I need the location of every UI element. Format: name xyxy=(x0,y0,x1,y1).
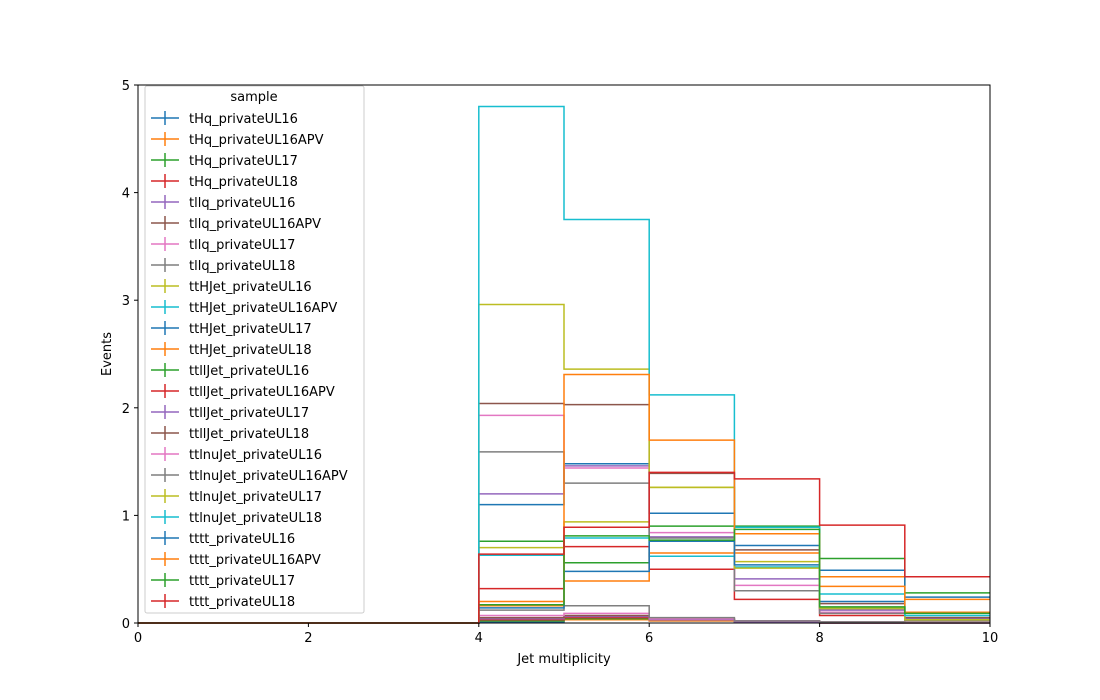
y-tick-label: 1 xyxy=(122,509,130,524)
legend-label: tttt_privateUL16APV xyxy=(189,553,321,568)
legend-item: ttHJet_privateUL17 xyxy=(151,321,312,337)
legend-item: tttt_privateUL16APV xyxy=(151,552,321,568)
legend-items: tHq_privateUL16 tHq_privateUL16APV tHq_pri… xyxy=(151,111,348,610)
legend-label: ttHJet_privateUL16 xyxy=(189,280,312,295)
x-tick-label: 10 xyxy=(982,631,999,646)
y-axis-label: Events xyxy=(100,332,115,376)
plot-frame xyxy=(137,84,991,624)
x-tick-label: 8 xyxy=(815,631,823,646)
legend-item: tllq_privateUL17 xyxy=(151,237,295,253)
legend-label: tttt_privateUL17 xyxy=(189,574,295,589)
legend-label: tHq_privateUL17 xyxy=(189,154,298,169)
legend-label: ttHJet_privateUL16APV xyxy=(189,301,337,316)
legend-item: ttHJet_privateUL18 xyxy=(151,342,312,358)
y-tick-label: 0 xyxy=(122,617,130,632)
legend-item: ttlnuJet_privateUL18 xyxy=(151,510,322,526)
legend-label: ttlnuJet_privateUL16APV xyxy=(189,469,348,484)
x-tick-label: 2 xyxy=(304,631,312,646)
legend-label: ttHJet_privateUL17 xyxy=(189,322,312,337)
y-tick-label: 5 xyxy=(122,79,130,94)
legend-item: ttllJet_privateUL17 xyxy=(151,405,309,421)
legend-label: tHq_privateUL16 xyxy=(189,112,298,127)
legend-label: tHq_privateUL16APV xyxy=(189,133,324,148)
legend-label: tttt_privateUL16 xyxy=(189,532,295,547)
legend-item: tHq_privateUL16 xyxy=(151,111,298,127)
legend-item: tttt_privateUL16 xyxy=(151,531,295,547)
legend-label: ttHJet_privateUL18 xyxy=(189,343,312,358)
legend-item: tttt_privateUL17 xyxy=(151,573,295,589)
legend-item: ttHJet_privateUL16 xyxy=(151,279,312,295)
y-tick-label: 3 xyxy=(122,294,130,309)
x-axis: 0 2 4 6 8 10 xyxy=(134,623,998,646)
legend-label: ttlnuJet_privateUL18 xyxy=(189,511,322,526)
legend-label: tHq_privateUL18 xyxy=(189,175,298,190)
legend-title: sample xyxy=(230,90,277,105)
legend-label: tllq_privateUL16APV xyxy=(189,217,321,232)
legend-item: ttllJet_privateUL16APV xyxy=(151,384,335,400)
legend-item: ttlnuJet_privateUL17 xyxy=(151,489,322,505)
legend-item: tttt_privateUL18 xyxy=(151,594,295,610)
legend-item: tllq_privateUL18 xyxy=(151,258,295,274)
legend-label: ttlnuJet_privateUL17 xyxy=(189,490,322,505)
legend-label: tttt_privateUL18 xyxy=(189,595,295,610)
legend-item: tHq_privateUL18 xyxy=(151,174,298,190)
x-tick-label: 0 xyxy=(134,631,142,646)
legend-item: ttlnuJet_privateUL16APV xyxy=(151,468,348,484)
legend-item: ttHJet_privateUL16APV xyxy=(151,300,337,316)
legend-label: tllq_privateUL17 xyxy=(189,238,295,253)
legend-label: tllq_privateUL18 xyxy=(189,259,295,274)
legend-item: ttllJet_privateUL18 xyxy=(151,426,309,442)
x-tick-label: 4 xyxy=(475,631,483,646)
y-tick-label: 2 xyxy=(122,402,130,417)
legend: sample tHq_privateUL16 tHq_privateUL16APV… xyxy=(144,85,365,614)
legend-item: ttlnuJet_privateUL16 xyxy=(151,447,322,463)
y-tick-label: 4 xyxy=(122,187,130,202)
legend-label: ttllJet_privateUL17 xyxy=(189,406,309,421)
x-tick-label: 6 xyxy=(645,631,653,646)
legend-item: tHq_privateUL17 xyxy=(151,153,298,169)
legend-item: tllq_privateUL16APV xyxy=(151,216,321,232)
legend-label: tllq_privateUL16 xyxy=(189,196,295,211)
legend-label: ttllJet_privateUL16APV xyxy=(189,385,335,400)
legend-label: ttlnuJet_privateUL16 xyxy=(189,448,322,463)
legend-item: tllq_privateUL16 xyxy=(151,195,295,211)
legend-label: ttllJet_privateUL18 xyxy=(189,427,309,442)
x-axis-label: Jet multiplicity xyxy=(516,652,611,667)
legend-item: tHq_privateUL16APV xyxy=(151,132,324,148)
legend-item: ttllJet_privateUL16 xyxy=(151,363,309,379)
y-axis: 0 1 2 3 4 5 xyxy=(122,79,138,632)
legend-box xyxy=(144,85,365,614)
legend-label: ttllJet_privateUL16 xyxy=(189,364,309,379)
